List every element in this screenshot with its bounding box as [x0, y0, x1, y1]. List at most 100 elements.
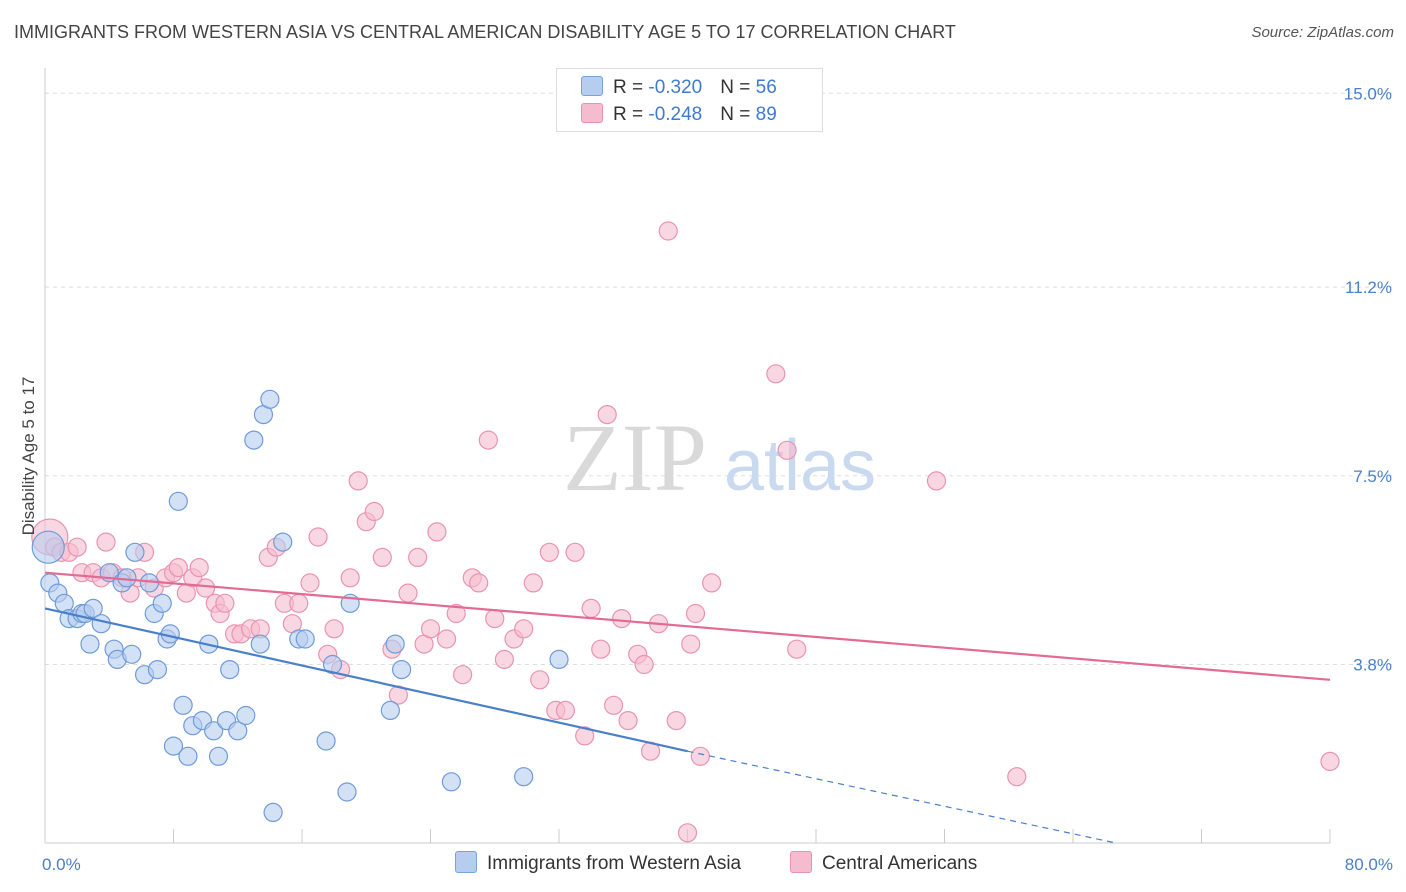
bottom-legend-label-series2: Central Americans	[822, 853, 978, 874]
western-asia-point	[117, 568, 137, 588]
western-asia-point	[220, 659, 240, 680]
central-americans-point	[658, 221, 678, 241]
central-americans-point	[565, 542, 585, 562]
central-americans-point	[766, 364, 786, 384]
series-immigrants-western-asia	[31, 389, 569, 823]
western-asia-point	[441, 772, 461, 792]
central-americans-point	[408, 547, 428, 568]
central-americans-point	[189, 557, 209, 578]
central-americans-point	[701, 573, 722, 593]
central-americans-point	[666, 710, 686, 731]
western-asia-point	[178, 746, 198, 766]
y-tick-label: 11.2%	[1345, 278, 1392, 297]
western-asia-point	[260, 389, 280, 409]
western-asia-point	[337, 782, 357, 802]
legend-swatch-blue	[581, 76, 603, 96]
central-americans-point	[612, 608, 632, 629]
western-asia-point	[173, 695, 193, 715]
legend-n-value: 56	[755, 77, 777, 98]
central-americans-point	[427, 522, 447, 542]
central-americans-point	[514, 619, 534, 639]
chart-source: Source: ZipAtlas.com	[1251, 24, 1394, 41]
central-americans-point	[436, 629, 457, 649]
western-asia-point	[263, 802, 283, 823]
legend-n-label: N =	[720, 104, 756, 125]
western-asia-point	[83, 598, 103, 619]
trend-lines	[44, 571, 1331, 844]
central-americans-point	[634, 654, 654, 675]
bottom-legend-swatch-pink	[790, 851, 812, 873]
central-americans-point	[96, 532, 116, 552]
central-americans-point	[324, 619, 344, 639]
legend-r-label: R =	[613, 104, 649, 125]
y-tick-label: 7.5%	[1353, 467, 1392, 486]
central-americans-point	[1320, 751, 1340, 772]
correlation-legend: R = -0.320 N = 56 R = -0.248 N = 89	[556, 68, 823, 132]
central-americans-point	[446, 603, 466, 624]
central-americans-point	[618, 710, 638, 731]
central-americans-point	[787, 639, 807, 659]
central-americans-point	[398, 583, 418, 603]
watermark-atlas: atlas	[724, 426, 876, 506]
western-asia-point	[152, 593, 172, 613]
central-americans-point	[364, 501, 384, 522]
central-americans-point	[581, 598, 601, 619]
central-americans-point	[591, 639, 611, 659]
legend-row-series1: R = -0.320 N = 56	[581, 76, 777, 100]
central-americans-point	[215, 593, 235, 613]
x-tick-label: 0.0%	[42, 855, 81, 874]
western-asia-point	[91, 614, 111, 634]
western-asia-point	[244, 430, 264, 450]
central-americans-point	[420, 619, 441, 639]
bottom-legend-label-series1: Immigrants from Western Asia	[487, 853, 742, 874]
y-tick-label: 3.8%	[1353, 656, 1392, 675]
central-americans-point	[777, 440, 797, 460]
legend-r-value: -0.248	[648, 104, 703, 125]
trend-line-western-asia	[44, 607, 688, 753]
western-asia-point	[322, 654, 343, 675]
series-central-americans	[31, 221, 1340, 843]
central-americans-point	[523, 573, 543, 593]
legend-swatch-pink	[581, 103, 603, 123]
x-tick-label: 80.0%	[1345, 855, 1393, 874]
trend-line-central-americans	[44, 571, 1331, 681]
central-americans-point	[469, 573, 489, 593]
western-asia-point	[80, 634, 100, 654]
central-americans-point	[681, 634, 701, 654]
western-asia-point	[250, 634, 270, 654]
chart-title: IMMIGRANTS FROM WESTERN ASIA VS CENTRAL …	[14, 22, 956, 42]
central-americans-point	[67, 537, 87, 557]
legend-row-series2: R = -0.248 N = 89	[581, 103, 777, 127]
western-asia-point	[31, 530, 65, 564]
bottom-legend-item-series2: Central Americans	[790, 851, 977, 875]
legend-n-label: N =	[720, 77, 756, 98]
central-americans-point	[926, 471, 947, 491]
western-asia-point	[514, 767, 534, 787]
central-americans-point	[300, 573, 320, 593]
western-asia-point	[236, 705, 256, 726]
central-americans-point	[196, 578, 216, 598]
bottom-legend-swatch-blue	[455, 851, 477, 873]
trend-line-extension-western-asia	[687, 750, 1116, 844]
legend-r-label: R =	[613, 77, 649, 98]
watermark-zip: ZIP	[563, 404, 707, 511]
western-asia-point	[122, 644, 142, 664]
bottom-legend-item-series1: Immigrants from Western Asia	[455, 851, 741, 875]
central-americans-point	[478, 430, 498, 450]
western-asia-point	[204, 721, 224, 741]
western-asia-point	[208, 746, 229, 766]
central-americans-point	[597, 405, 617, 425]
central-americans-point	[453, 665, 473, 685]
western-asia-point	[147, 659, 168, 680]
western-asia-point	[163, 736, 184, 756]
central-americans-point	[539, 542, 559, 562]
western-asia-point	[380, 700, 400, 721]
central-americans-point	[340, 568, 360, 588]
central-americans-point	[1007, 767, 1027, 787]
western-asia-point	[549, 649, 569, 670]
axis-ticks: 3.8% 7.5% 11.2% 15.0% 0.0% 80.0%	[42, 84, 1393, 874]
western-asia-point	[125, 542, 145, 562]
western-asia-point	[273, 532, 293, 552]
central-americans-point	[530, 670, 550, 690]
